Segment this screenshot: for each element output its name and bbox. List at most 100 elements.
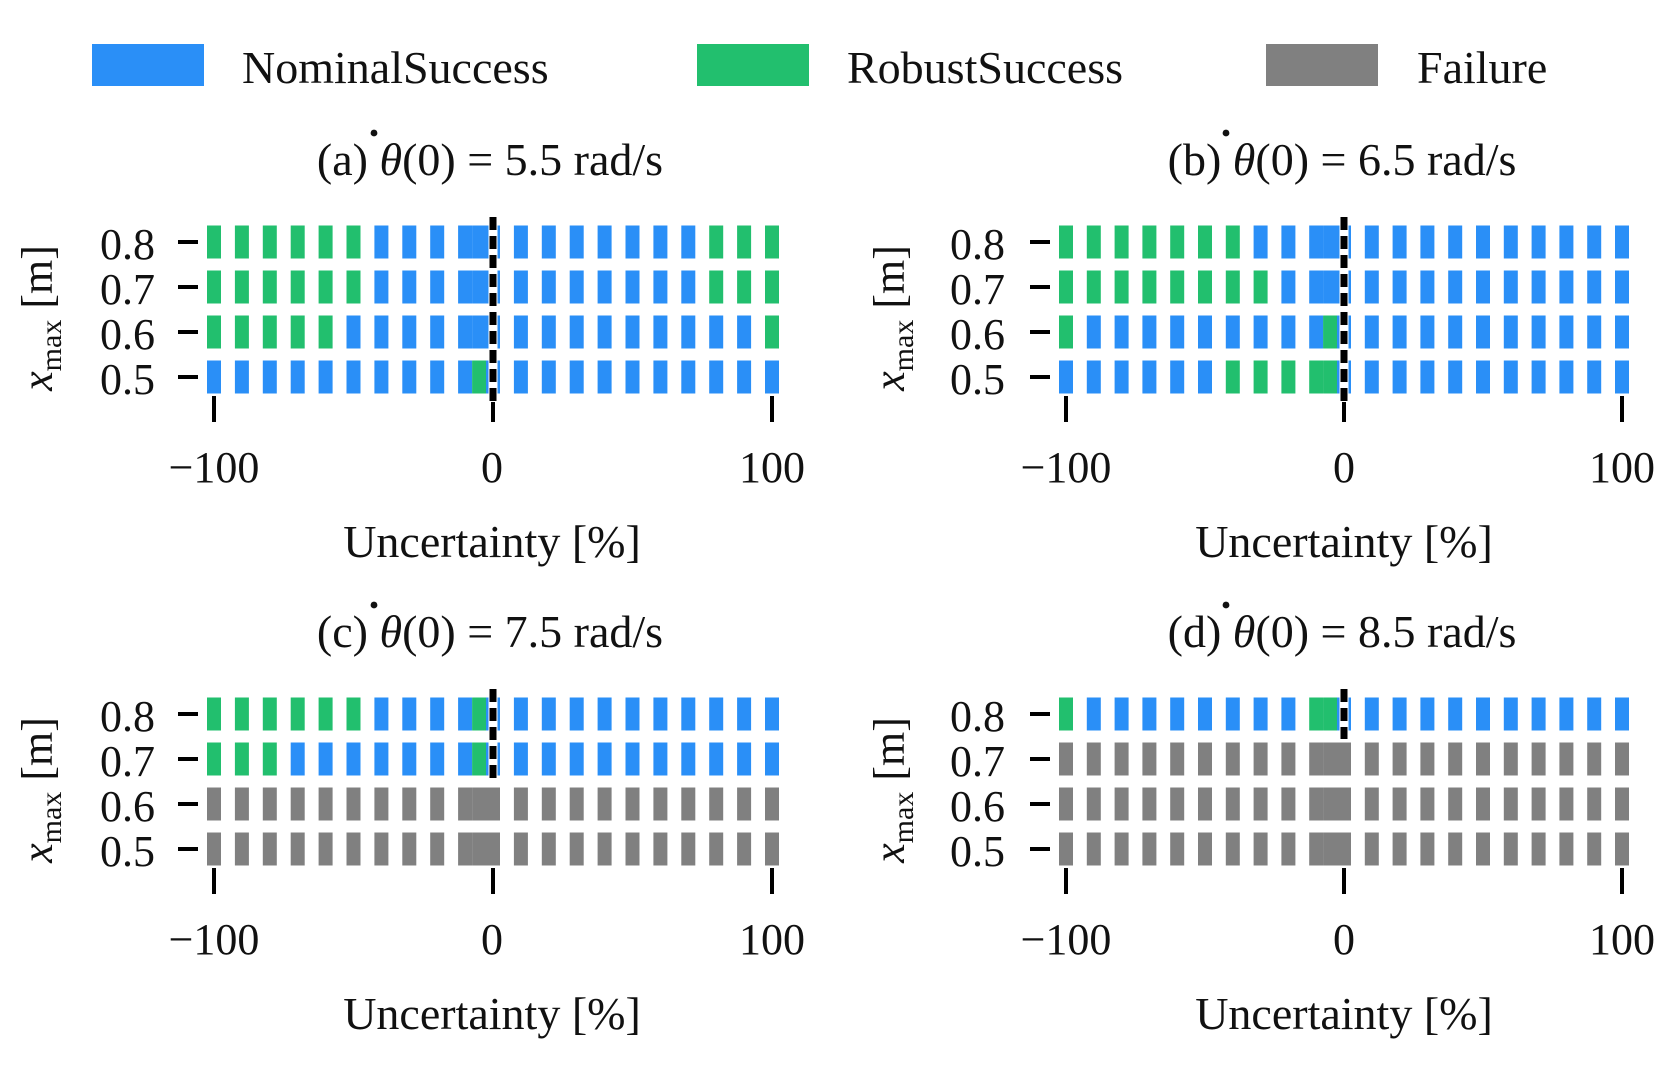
heatmap-cell-failure — [709, 787, 724, 821]
heatmap-cell-nominalsuccess — [1309, 270, 1324, 304]
panel-b: (b) θ(0) = 6.5 rad/s xmax [m] 0.5 0.6 0.… — [865, 129, 1655, 567]
heatmap-cell-nominalsuccess — [1587, 225, 1602, 259]
heatmap-cell-nominalsuccess — [374, 742, 389, 776]
heatmap-cell-nominalsuccess — [374, 270, 389, 304]
panel-b-ylabel: xmax [m] — [865, 245, 920, 392]
heatmap-cell-failure — [430, 787, 445, 821]
panel-c-ytick-label: 0.7 — [100, 737, 155, 786]
heatmap-cell-robustsuccess — [1059, 315, 1073, 349]
heatmap-cell-failure — [1337, 832, 1351, 866]
panel-b-ytick-label: 0.8 — [950, 220, 1005, 269]
heatmap-cell-nominalsuccess — [513, 697, 528, 731]
heatmap-cell-nominalsuccess — [402, 742, 417, 776]
heatmap-cell-nominalsuccess — [765, 742, 779, 776]
heatmap-cell-robustsuccess — [318, 697, 333, 731]
heatmap-cell-nominalsuccess — [1503, 225, 1518, 259]
heatmap-cell-robustsuccess — [1323, 697, 1338, 731]
heatmap-cell-nominalsuccess — [262, 360, 277, 394]
heatmap-cell-nominalsuccess — [374, 360, 389, 394]
svg-text:xmax [m]: xmax [m] — [865, 717, 920, 864]
heatmap-cell-failure — [1531, 742, 1546, 776]
heatmap-cell-robustsuccess — [262, 697, 277, 731]
heatmap-cell-nominalsuccess — [569, 742, 584, 776]
heatmap-cell-failure — [1503, 742, 1518, 776]
panel-a-xtick-labels: −100 0 100 — [169, 443, 805, 492]
heatmap-cell-nominalsuccess — [318, 360, 333, 394]
heatmap-cell-failure — [681, 832, 696, 866]
panel-a-title: (a) θ(0) = 5.5 rad/s — [317, 134, 663, 185]
heatmap-cell-robustsuccess — [1142, 270, 1157, 304]
heatmap-cell-failure — [1170, 742, 1185, 776]
heatmap-cell-failure — [653, 832, 668, 866]
heatmap-cell-nominalsuccess — [1309, 225, 1324, 259]
heatmap-cell-failure — [262, 787, 277, 821]
panel-c-ytick-label: 0.6 — [100, 782, 155, 831]
heatmap-cell-failure — [1392, 832, 1407, 866]
heatmap-cell-failure — [1503, 832, 1518, 866]
heatmap-cell-nominalsuccess — [569, 360, 584, 394]
heatmap-cell-failure — [458, 832, 473, 866]
heatmap-cell-nominalsuccess — [709, 360, 724, 394]
heatmap-cell-failure — [1559, 742, 1574, 776]
heatmap-cell-failure — [1476, 787, 1490, 821]
heatmap-cell-failure — [1225, 832, 1240, 866]
panel-a-ylabel: xmax [m] — [13, 245, 68, 392]
heatmap-cell-robustsuccess — [290, 225, 305, 259]
heatmap-cell-failure — [1448, 832, 1463, 866]
heatmap-cell-nominalsuccess — [472, 315, 487, 349]
panel-c-ytick-label: 0.8 — [100, 692, 155, 741]
heatmap-cell-nominalsuccess — [737, 742, 752, 776]
heatmap-cell-robustsuccess — [234, 270, 249, 304]
heatmap-cell-nominalsuccess — [1364, 697, 1379, 731]
panel-d-plot-area — [1030, 689, 1629, 894]
heatmap-cell-nominalsuccess — [1198, 697, 1212, 731]
heatmap-cell-nominalsuccess — [1364, 315, 1379, 349]
panel-c-ytick-labels: 0.5 0.6 0.7 0.8 — [100, 692, 155, 876]
heatmap-cell-nominalsuccess — [541, 225, 556, 259]
heatmap-cell-failure — [1086, 832, 1101, 866]
panel-d-ytick-label: 0.5 — [950, 827, 1005, 876]
heatmap-cell-robustsuccess — [709, 225, 724, 259]
heatmap-cell-nominalsuccess — [597, 270, 612, 304]
heatmap-cell-nominalsuccess — [458, 225, 473, 259]
panel-d-ytick-label: 0.7 — [950, 737, 1005, 786]
heatmap-cell-nominalsuccess — [1503, 697, 1518, 731]
heatmap-cell-failure — [486, 832, 500, 866]
heatmap-cell-failure — [1309, 787, 1324, 821]
heatmap-cell-failure — [1420, 787, 1435, 821]
heatmap-cell-nominalsuccess — [653, 697, 668, 731]
heatmap-cell-nominalsuccess — [430, 225, 445, 259]
heatmap-cell-failure — [486, 787, 500, 821]
heatmap-cell-nominalsuccess — [513, 360, 528, 394]
heatmap-cell-robustsuccess — [318, 270, 333, 304]
heatmap-cell-nominalsuccess — [653, 315, 668, 349]
heatmap-cell-robustsuccess — [472, 697, 487, 731]
heatmap-cell-nominalsuccess — [1323, 270, 1338, 304]
heatmap-cell-nominalsuccess — [1559, 360, 1574, 394]
heatmap-cell-nominalsuccess — [765, 697, 779, 731]
heatmap-cell-nominalsuccess — [346, 360, 361, 394]
panel-a-ytick-labels: 0.5 0.6 0.7 0.8 — [100, 220, 155, 404]
heatmap-cell-failure — [1531, 787, 1546, 821]
heatmap-cell-failure — [1281, 787, 1296, 821]
heatmap-cell-failure — [402, 787, 417, 821]
panel-d-ytick-label: 0.6 — [950, 782, 1005, 831]
heatmap-cell-failure — [1559, 832, 1574, 866]
panel-d-ylabel: xmax [m] — [865, 717, 920, 864]
panel-b-ytick-label: 0.7 — [950, 265, 1005, 314]
svg-text:xmax [m]: xmax [m] — [13, 245, 68, 392]
heatmap-cell-failure — [318, 832, 333, 866]
heatmap-cell-robustsuccess — [1114, 225, 1129, 259]
heatmap-cell-robustsuccess — [207, 315, 221, 349]
heatmap-cell-nominalsuccess — [1476, 270, 1490, 304]
panel-c-xtick-label: −100 — [169, 915, 260, 964]
heatmap-cell-failure — [1170, 787, 1185, 821]
heatmap-cell-nominalsuccess — [402, 225, 417, 259]
heatmap-cell-robustsuccess — [1059, 270, 1073, 304]
heatmap-cell-failure — [346, 787, 361, 821]
heatmap-cell-failure — [1476, 742, 1490, 776]
heatmap-cell-nominalsuccess — [1253, 315, 1268, 349]
heatmap-cell-nominalsuccess — [653, 225, 668, 259]
heatmap-cell-failure — [513, 787, 528, 821]
heatmap-cell-failure — [1587, 832, 1602, 866]
